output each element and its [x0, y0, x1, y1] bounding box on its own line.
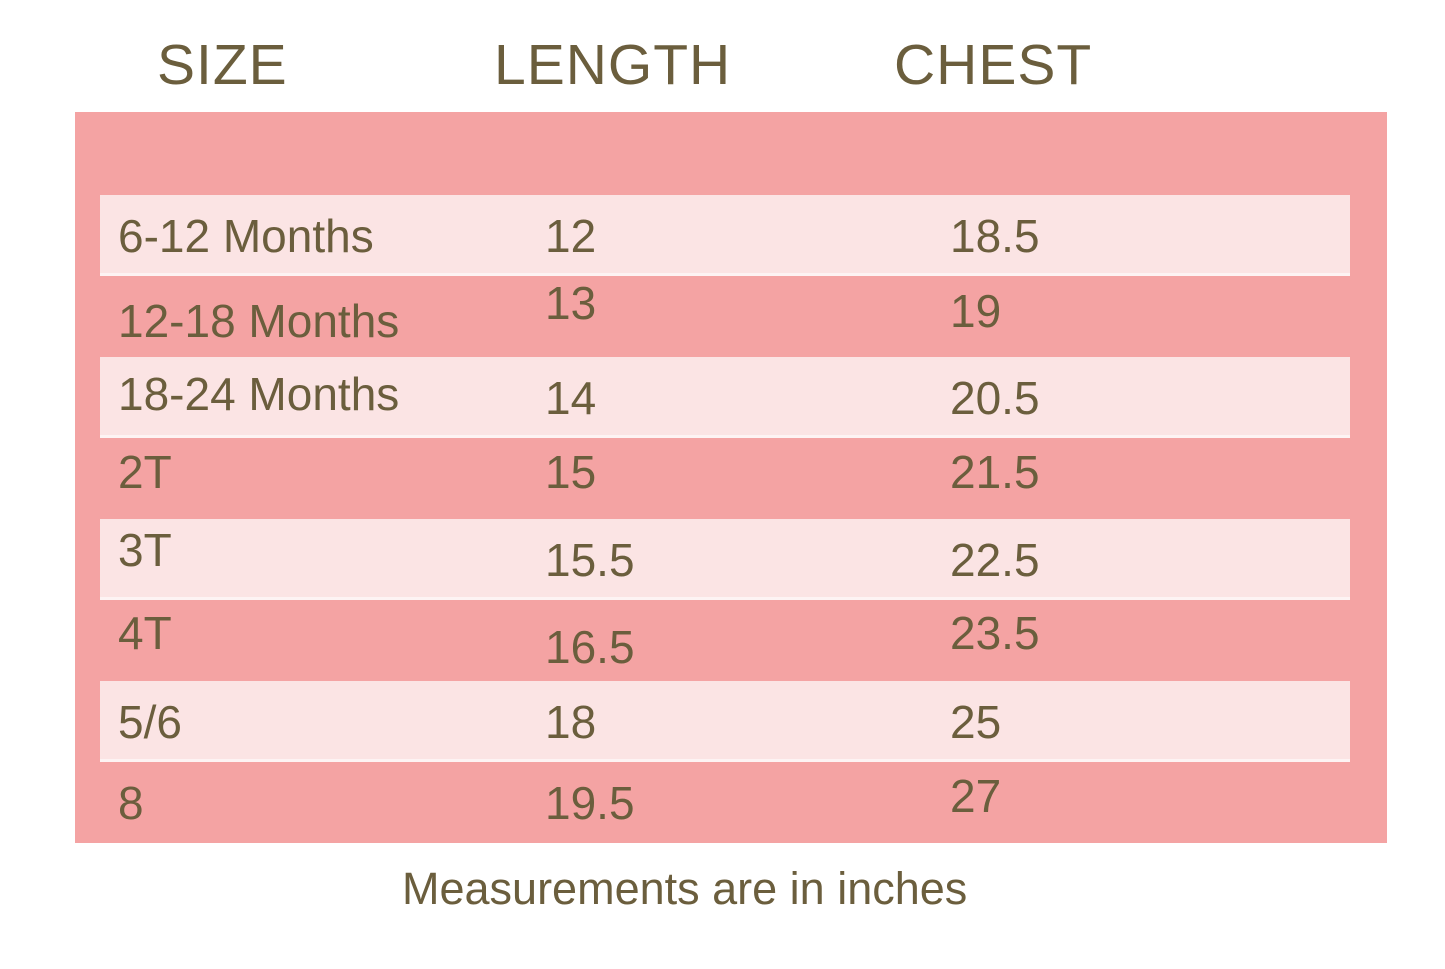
table-row: 3T 15.5 22.5 — [75, 519, 1387, 600]
chest-cell: 22.5 — [950, 533, 1040, 586]
length-cell: 12 — [545, 209, 597, 262]
size-cell: 3T — [118, 523, 172, 576]
size-cell: 2T — [118, 445, 172, 498]
length-cell: 15.5 — [545, 533, 635, 586]
chest-cell: 20.5 — [950, 371, 1040, 424]
chest-cell: 23.5 — [950, 606, 1040, 659]
chest-cell: 27 — [950, 769, 1002, 822]
table-row: 12-18 Months 13 19 — [75, 276, 1387, 357]
length-cell: 18 — [545, 695, 597, 748]
size-cell: 12-18 Months — [118, 294, 400, 347]
chart-panel: 6-12 Months 12 18.5 12-18 Months 13 19 1… — [75, 112, 1387, 843]
length-cell: 16.5 — [545, 620, 635, 673]
column-header-chest: CHEST — [894, 33, 1093, 97]
column-header-length: LENGTH — [494, 33, 732, 97]
table-row: 18-24 Months 14 20.5 — [75, 357, 1387, 438]
size-cell: 5/6 — [118, 695, 182, 748]
length-cell: 19.5 — [545, 776, 635, 829]
chest-cell: 25 — [950, 695, 1002, 748]
table-row: 6-12 Months 12 18.5 — [75, 195, 1387, 276]
table-row: 4T 16.5 23.5 — [75, 600, 1387, 681]
length-cell: 15 — [545, 445, 597, 498]
table-row: 8 19.5 27 — [75, 762, 1387, 843]
column-header-size: SIZE — [157, 33, 288, 97]
chest-cell: 21.5 — [950, 445, 1040, 498]
chest-cell: 19 — [950, 284, 1002, 337]
size-cell: 18-24 Months — [118, 367, 400, 420]
length-cell: 13 — [545, 276, 597, 329]
size-cell: 4T — [118, 606, 172, 659]
footnote: Measurements are in inches — [402, 863, 968, 914]
length-cell: 14 — [545, 371, 597, 424]
table-row: 2T 15 21.5 — [75, 438, 1387, 519]
table-row: 5/6 18 25 — [75, 681, 1387, 762]
chest-cell: 18.5 — [950, 209, 1040, 262]
size-rows: 6-12 Months 12 18.5 12-18 Months 13 19 1… — [75, 195, 1387, 843]
size-cell: 8 — [118, 776, 144, 829]
size-cell: 6-12 Months — [118, 209, 374, 262]
